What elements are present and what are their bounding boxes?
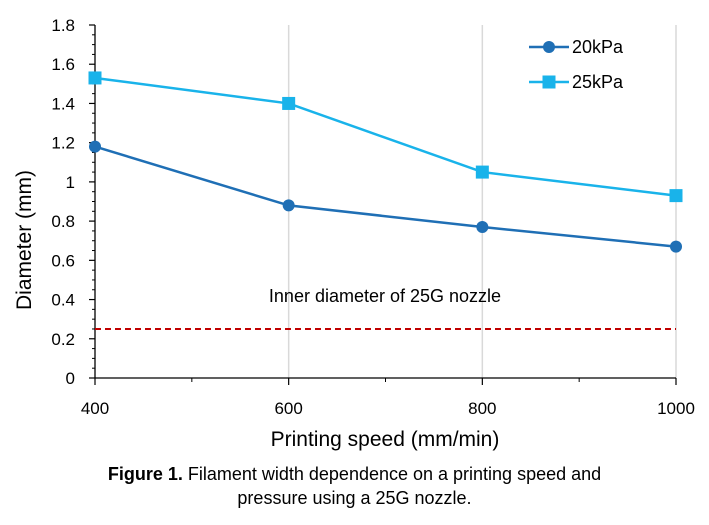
legend-label-25kpa: 25kPa [572, 72, 624, 92]
y-tick-label: 0 [66, 369, 75, 388]
series-line-25kpa [94, 76, 677, 197]
x-tick-label: 600 [274, 399, 302, 418]
x-tick-label: 1000 [657, 399, 695, 418]
data-point-20kpa [670, 240, 682, 253]
data-point-25kpa [669, 189, 683, 203]
data-point-25kpa [88, 71, 102, 85]
x-tick-label: 400 [81, 399, 109, 418]
legend: 20kPa 25kPa [529, 37, 624, 92]
series-line-20kpa [94, 145, 677, 248]
legend-marker-25kpa [542, 75, 556, 89]
y-tick-label: 1.2 [51, 134, 75, 153]
y-tick-label: 0.8 [51, 212, 75, 231]
y-axis-label: Diameter (mm) [13, 170, 36, 310]
data-point-20kpa [89, 140, 101, 153]
series-group [88, 71, 683, 253]
legend-marker-20kpa [543, 41, 555, 53]
data-point-20kpa [282, 199, 295, 212]
y-tick-label: 0.2 [51, 330, 75, 349]
y-tick-label: 1.4 [51, 94, 75, 113]
figure-caption: Figure 1. Filament width dependence on a… [0, 462, 709, 510]
y-tick-label: 1.8 [51, 16, 75, 35]
x-tick-label: 800 [468, 399, 496, 418]
caption-line-2: pressure using a 25G nozzle. [237, 488, 472, 508]
data-point-25kpa [475, 165, 489, 179]
y-tick-label: 1.6 [51, 55, 75, 74]
reference-line-label: Inner diameter of 25G nozzle [269, 286, 501, 306]
x-axis-label: Printing speed (mm/min) [271, 428, 500, 451]
data-point-20kpa [476, 220, 489, 233]
data-point-25kpa [282, 96, 296, 110]
caption-prefix: Figure 1. [107, 464, 183, 484]
tick-labels: 0 0.2 0.4 0.6 0.8 1 1.2 1.4 1.6 1.8 400 600 800 1000 [51, 16, 695, 418]
legend-label-20kpa: 20kPa [572, 37, 624, 57]
y-tick-label: 0.6 [51, 251, 75, 270]
y-tick-label: 1 [66, 173, 75, 192]
y-tick-label: 0.4 [51, 291, 75, 310]
caption-line-1: Filament width dependence on a printing … [182, 464, 602, 484]
